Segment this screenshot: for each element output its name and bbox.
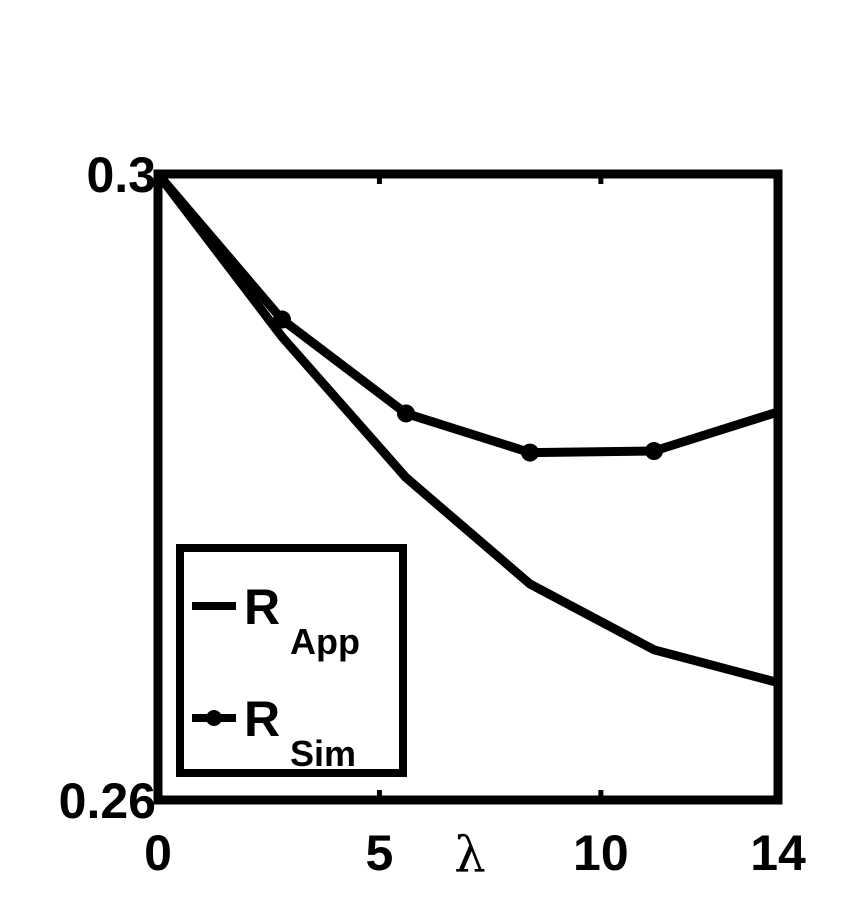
series-line-sim xyxy=(154,171,780,458)
y-tick-label: 0.3 xyxy=(86,147,156,203)
y-tick-label: 0.26 xyxy=(59,773,156,829)
x-tick-label: 10 xyxy=(573,825,629,881)
x-tick-label: 14 xyxy=(750,825,806,881)
legend-label-subscript: App xyxy=(290,621,360,662)
tick-labels: 0 5 10 14 0.3 0.26 xyxy=(59,147,806,881)
data-point-sim xyxy=(645,442,663,461)
axis-ticks xyxy=(155,174,781,800)
series-line-app xyxy=(154,171,780,687)
legend-marker xyxy=(206,710,222,726)
legend-label-subscript: Sim xyxy=(290,733,356,774)
legend-box xyxy=(176,544,407,777)
x-tick-label: 5 xyxy=(366,825,394,881)
data-point-sim xyxy=(397,404,415,423)
data-point-sim xyxy=(521,443,539,462)
series-lines xyxy=(154,171,780,687)
legend-label: R xyxy=(244,691,280,747)
plot-frame xyxy=(153,169,783,805)
x-tick-label: 0 xyxy=(144,825,172,881)
data-point-sim xyxy=(273,310,291,329)
series-markers xyxy=(273,310,663,462)
x-axis-label: λ xyxy=(454,826,486,884)
legend-label: R xyxy=(244,579,280,635)
